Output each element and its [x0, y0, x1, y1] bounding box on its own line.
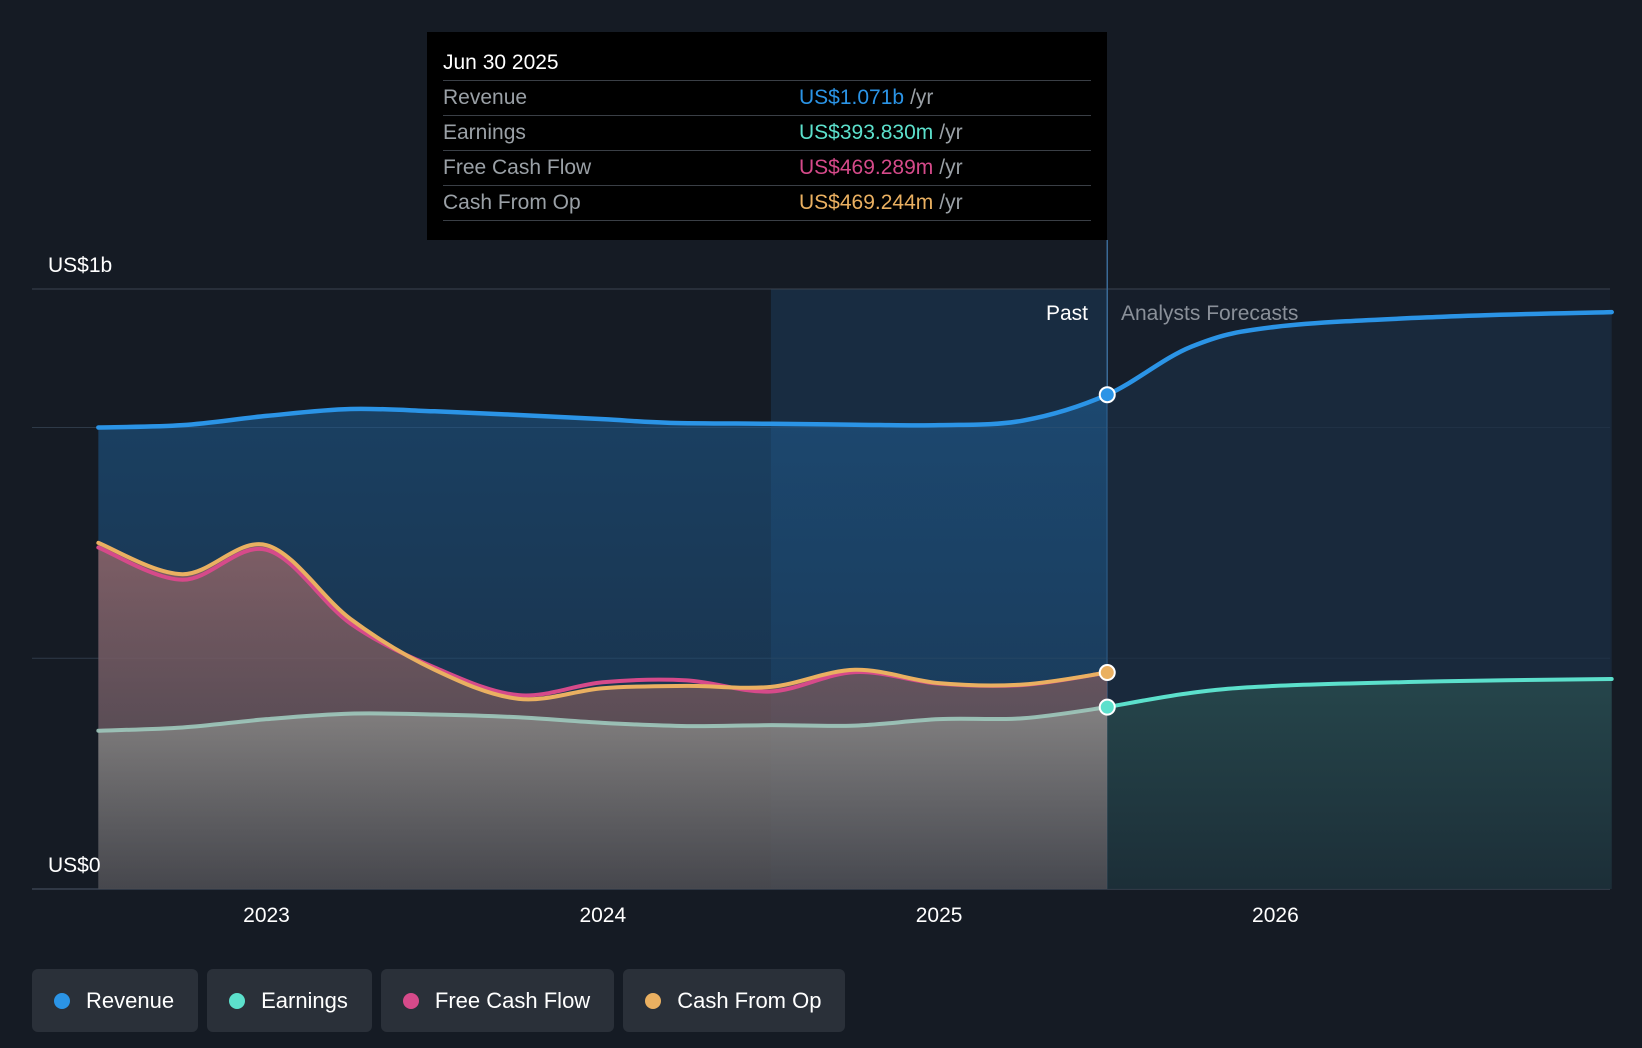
tooltip-unit: /yr	[939, 121, 963, 144]
tooltip-label: Revenue	[443, 86, 528, 109]
legend-item-cash-from-op[interactable]: Cash From Op	[623, 969, 846, 1032]
tooltip-value: US$469.289m	[799, 156, 934, 179]
tooltip-value: US$393.830m	[799, 121, 934, 144]
earnings-marker	[1098, 698, 1116, 716]
y-label-bottom: US$0	[48, 854, 101, 877]
x-tick-label: 2024	[579, 904, 626, 927]
tooltip-value: US$1.071b	[799, 86, 905, 109]
legend-dot-icon	[402, 992, 419, 1009]
tooltip-label: Cash From Op	[443, 191, 581, 214]
earnings-area-forecast	[1107, 679, 1612, 889]
tooltip-row-cfo: Cash From Op US$469.244m /yr	[443, 185, 1091, 221]
legend-label: Earnings	[261, 987, 348, 1013]
earnings-line-past	[96, 705, 1110, 733]
tooltip-date: Jun 30 2025	[443, 51, 559, 74]
tooltip-row-fcf: Free Cash Flow US$469.289m /yr	[443, 150, 1091, 185]
x-tick-label: 2023	[243, 904, 290, 927]
revenue-marker	[1098, 386, 1116, 404]
past-label: Past	[1046, 302, 1088, 325]
legend-label: Cash From Op	[677, 987, 822, 1013]
legend-dot-icon	[645, 992, 662, 1009]
tooltip-row-revenue: Revenue US$1.071b /yr	[443, 80, 1091, 115]
earnings-line-forecast	[1105, 677, 1614, 710]
tooltip-row-earnings: Earnings US$393.830m /yr	[443, 115, 1091, 150]
tooltip-unit: /yr	[939, 156, 963, 179]
legend-label: Free Cash Flow	[434, 987, 591, 1013]
cfo-line	[96, 540, 1110, 702]
legend-dot-icon	[229, 992, 246, 1009]
tooltip-unit: /yr	[910, 86, 934, 109]
legend-item-free-cash-flow[interactable]: Free Cash Flow	[380, 969, 615, 1032]
tooltip-label: Free Cash Flow	[443, 156, 592, 179]
earnings-area-past	[98, 707, 1108, 889]
legend-item-revenue[interactable]: Revenue	[32, 969, 199, 1032]
legend: Revenue Earnings Free Cash Flow Cash Fro…	[32, 969, 846, 1032]
forecast-label: Analysts Forecasts	[1121, 302, 1298, 325]
cfo-marker	[1098, 664, 1116, 682]
y-label-top: US$1b	[48, 254, 112, 277]
tooltip-label: Earnings	[443, 121, 526, 144]
tooltip-value: US$469.244m	[799, 191, 934, 214]
legend-dot-icon	[54, 992, 70, 1009]
legend-item-earnings[interactable]: Earnings	[207, 969, 372, 1032]
x-tick-label: 2025	[916, 904, 963, 927]
revenue-line	[96, 309, 1614, 430]
tooltip-unit: /yr	[939, 191, 963, 214]
legend-label: Revenue	[86, 987, 175, 1013]
x-tick-label: 2026	[1252, 904, 1299, 927]
tooltip: Jun 30 2025 Revenue US$1.071b /yr Earnin…	[427, 32, 1107, 240]
